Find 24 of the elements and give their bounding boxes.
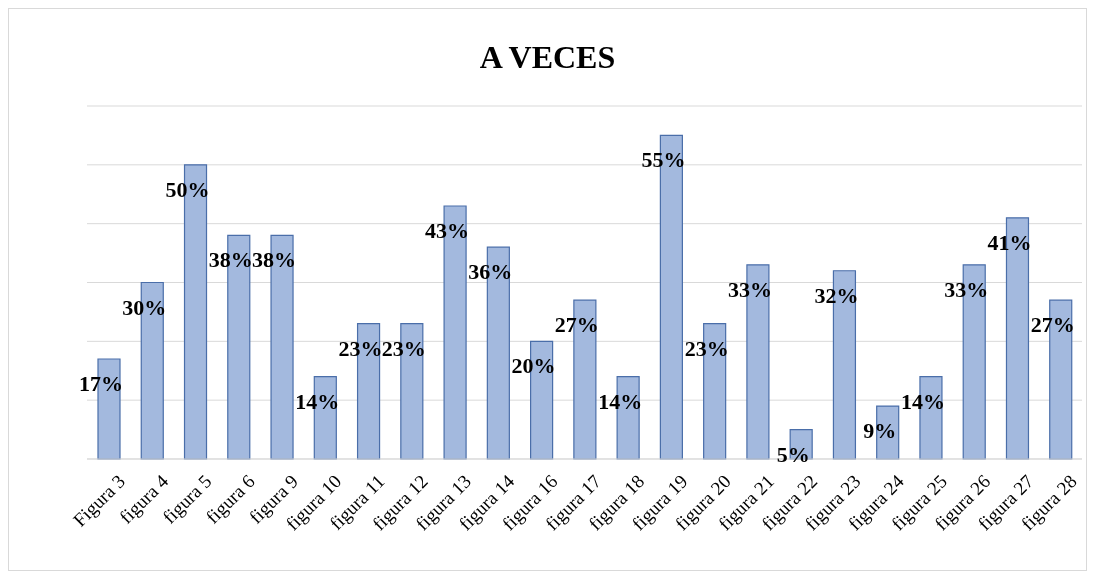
data-label: 38% (252, 247, 297, 273)
data-label: 23% (381, 335, 426, 361)
data-label: 43% (425, 218, 470, 244)
data-label: 30% (122, 294, 167, 320)
data-label: 27% (1030, 312, 1075, 338)
data-label: 38% (208, 247, 253, 273)
data-label: 9% (863, 418, 897, 444)
data-label: 50% (165, 176, 210, 202)
data-label: 33% (727, 276, 772, 302)
data-label: 14% (295, 388, 340, 414)
data-label: 23% (684, 335, 729, 361)
data-label: 5% (776, 441, 810, 467)
data-label: 14% (900, 388, 945, 414)
data-label: 36% (468, 259, 513, 285)
data-label: 55% (641, 147, 686, 173)
data-label: 33% (944, 276, 989, 302)
chart-title: A VECES (478, 39, 617, 76)
data-label: 14% (598, 388, 643, 414)
data-label: 27% (554, 312, 599, 338)
data-label: 32% (814, 282, 859, 308)
data-label: 41% (987, 229, 1032, 255)
data-label: 23% (338, 335, 383, 361)
data-label: 20% (511, 353, 556, 379)
data-label: 17% (79, 370, 123, 396)
